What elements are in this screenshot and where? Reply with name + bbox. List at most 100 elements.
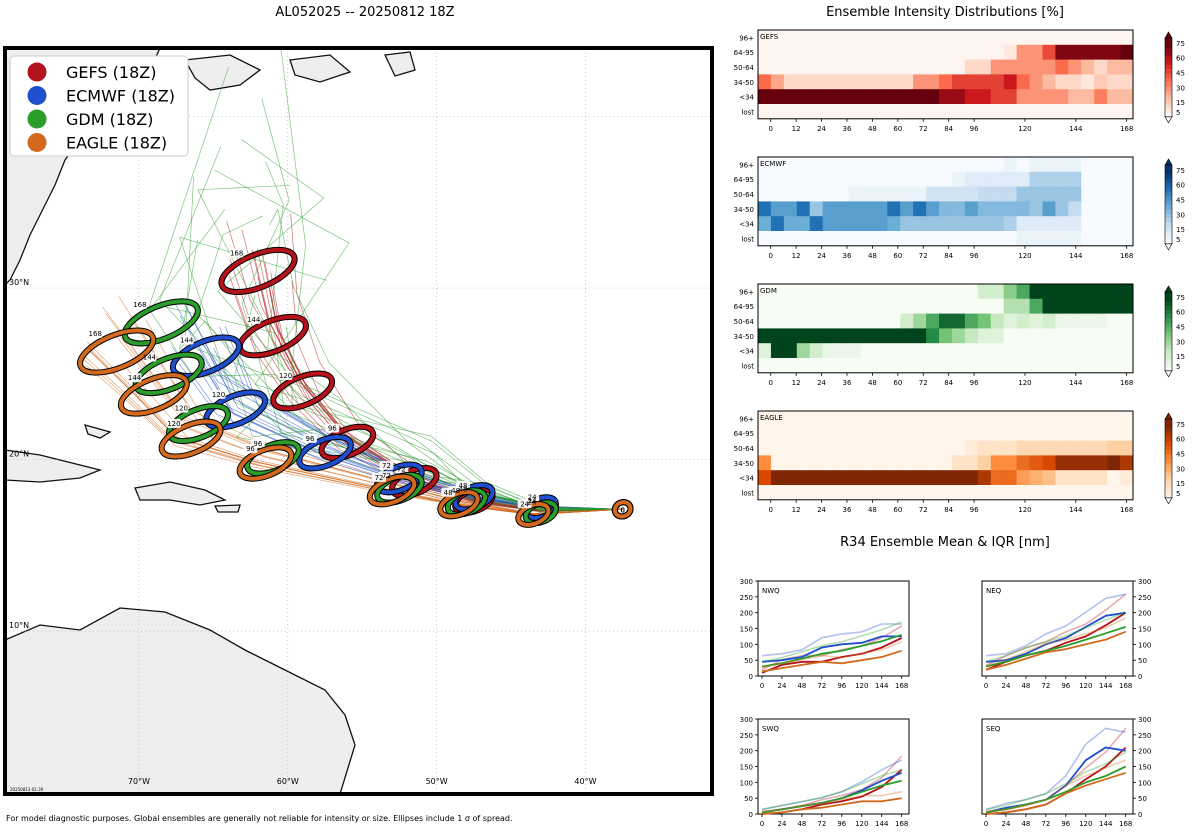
colorbar-cell <box>1165 309 1172 315</box>
heatmap-cell <box>770 411 785 427</box>
heatmap-cell <box>913 411 927 427</box>
r34-y-label: 300 <box>740 716 753 724</box>
heatmap-cell <box>977 313 992 329</box>
heatmap-cell <box>1081 343 1095 359</box>
heatmap-cell <box>1029 171 1043 188</box>
r34-mean-line <box>761 637 903 674</box>
heatmap-x-label: 12 <box>792 125 801 133</box>
heatmap-cell <box>913 59 927 75</box>
heatmap-cell <box>1029 425 1043 442</box>
heatmap-cell <box>926 440 940 456</box>
heatmap-cell <box>783 104 798 120</box>
heatmap-cell <box>758 216 772 232</box>
r34-iqr-line <box>985 727 1126 811</box>
heatmap-cell <box>1120 30 1134 46</box>
heatmap-cell <box>770 284 785 300</box>
heatmap-cell <box>796 171 811 188</box>
heatmap-cell <box>835 44 850 61</box>
colorbar-tick-label: 5 <box>1176 490 1180 498</box>
heatmap-cell <box>809 157 824 173</box>
colorbar-cell <box>1165 362 1172 367</box>
heatmap-x-label: 72 <box>919 252 928 260</box>
heatmap-cell <box>848 440 862 456</box>
heatmap-cell <box>1107 358 1121 374</box>
lon-label: 40°W <box>574 777 596 786</box>
heatmap-cell <box>874 89 888 105</box>
heatmap-cell <box>822 343 837 359</box>
heatmap-cell <box>1029 216 1043 232</box>
heatmap-cell <box>1042 157 1056 173</box>
heatmap-cell <box>1120 89 1134 105</box>
colorbar-cell <box>1165 313 1172 319</box>
heatmap-x-label: 96 <box>970 506 979 514</box>
legend-label: EAGLE (18Z) <box>66 134 167 153</box>
heatmap-cell <box>822 171 837 188</box>
heatmap-cell <box>1107 328 1121 344</box>
heatmap-cell <box>1094 425 1108 442</box>
heatmap-cell <box>887 298 901 315</box>
heatmap-cell <box>809 74 824 90</box>
heatmap-cell <box>900 298 914 315</box>
heatmap-cell <box>1094 343 1108 359</box>
heatmap-row-label: 34-50 <box>734 206 754 214</box>
heatmap-cell <box>1029 298 1043 315</box>
heatmap-cell <box>1120 455 1134 471</box>
colorbar-cell <box>1165 108 1172 113</box>
r34-x-label: 72 <box>1041 820 1050 828</box>
r34-y-label: 300 <box>1138 716 1151 724</box>
heatmap-cell <box>990 44 1005 61</box>
heatmap-cell <box>1029 485 1043 501</box>
heatmap-x-label: 84 <box>944 379 953 387</box>
heatmap-cell <box>977 59 992 75</box>
heatmap-cell <box>1107 201 1121 217</box>
heatmap-cell <box>887 171 901 188</box>
heatmap-cell <box>1068 59 1082 75</box>
heatmap-cell <box>977 298 992 315</box>
heatmap-cell <box>900 186 914 202</box>
heatmap-cell <box>939 470 953 486</box>
heatmap-cell <box>977 186 992 202</box>
heatmap-cell <box>1094 485 1108 501</box>
heatmap-x-label: 120 <box>1018 379 1031 387</box>
heatmap-cell <box>887 284 901 300</box>
heatmap-cell <box>1107 470 1121 486</box>
heatmap-cell <box>900 201 914 217</box>
heatmap-cell <box>861 485 875 501</box>
legend-label: GDM (18Z) <box>66 110 153 129</box>
heatmap-cell <box>758 411 772 427</box>
heatmap-x-label: 168 <box>1120 379 1133 387</box>
heatmap-cell <box>913 358 927 374</box>
colorbar-extend-bottom <box>1164 370 1173 378</box>
colorbar-cell <box>1165 449 1172 455</box>
heatmap-cell <box>990 485 1005 501</box>
r34-x-label: 144 <box>875 820 889 828</box>
heatmap-cell <box>926 231 940 247</box>
heatmap-cell <box>913 425 927 442</box>
heatmap-cell <box>1003 411 1018 427</box>
heatmap-cell <box>887 216 901 232</box>
heatmap-cell <box>809 89 824 105</box>
colorbar-cell <box>1165 178 1172 184</box>
hour-label-bg <box>166 419 181 429</box>
heatmap-cell <box>861 231 875 247</box>
heatmap-cell <box>887 89 901 105</box>
r34-panel-label: SWQ <box>762 725 779 733</box>
r34-x-label: 0 <box>760 820 764 828</box>
heatmap-cell <box>783 284 798 300</box>
heatmap-cell <box>809 440 824 456</box>
heatmap-cell <box>900 284 914 300</box>
colorbar-tick-label: 60 <box>1176 182 1185 190</box>
heatmap-cell <box>1081 216 1095 232</box>
heatmap-cell <box>1068 298 1082 315</box>
heatmap-cell <box>822 201 837 217</box>
heatmap-cell <box>848 298 862 315</box>
heatmap-cell <box>1003 485 1018 501</box>
heatmap-cell <box>977 425 992 442</box>
heatmap-cell <box>809 231 824 247</box>
heatmap-cell <box>1042 313 1056 329</box>
heatmap-cell <box>1029 30 1043 46</box>
heatmap-cell <box>1029 440 1043 456</box>
forecast-ellipse <box>78 328 156 375</box>
colorbar-cell <box>1165 348 1172 354</box>
